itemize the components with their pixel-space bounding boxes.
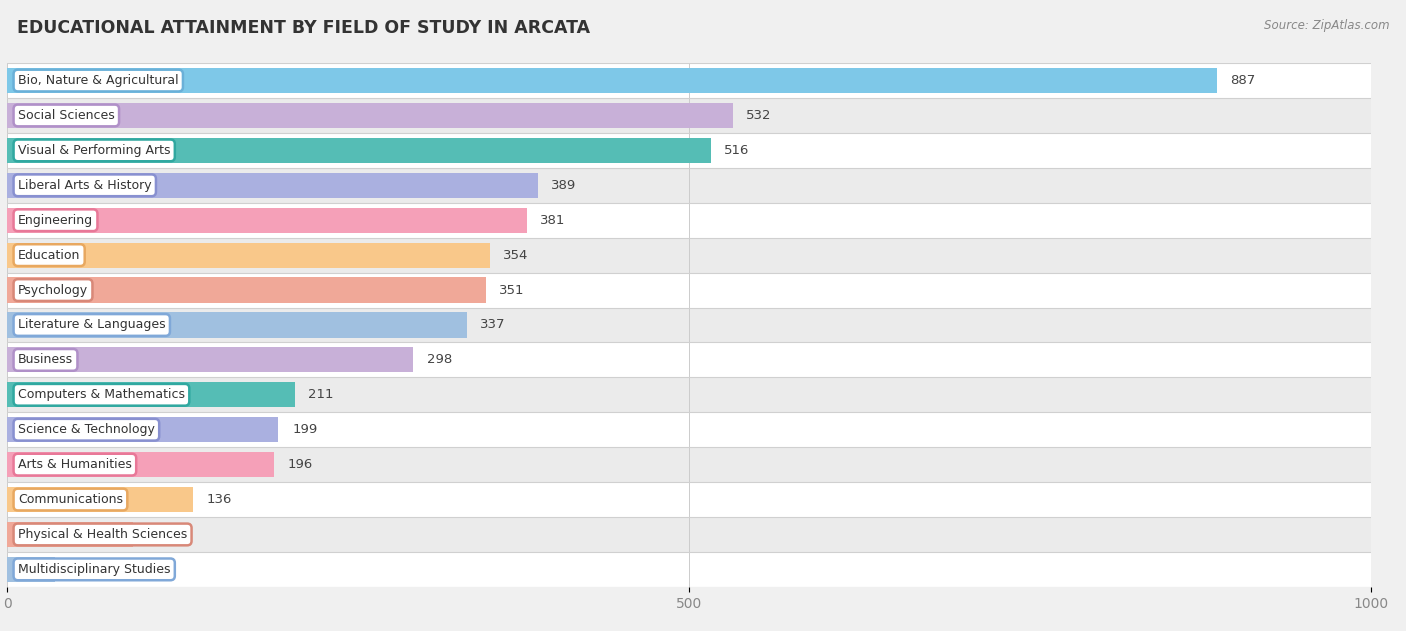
Text: Business: Business [18, 353, 73, 367]
FancyBboxPatch shape [7, 63, 1371, 98]
Text: 381: 381 [540, 214, 565, 227]
FancyBboxPatch shape [7, 133, 1371, 168]
Bar [7, 487, 193, 512]
FancyBboxPatch shape [7, 203, 1371, 238]
Bar [7, 278, 485, 303]
FancyBboxPatch shape [7, 273, 1371, 307]
Text: Computers & Mathematics: Computers & Mathematics [18, 388, 186, 401]
FancyBboxPatch shape [7, 552, 1371, 587]
Bar [7, 208, 527, 233]
Bar [7, 242, 489, 268]
Text: Communications: Communications [18, 493, 122, 506]
FancyBboxPatch shape [7, 412, 1371, 447]
FancyBboxPatch shape [7, 343, 1371, 377]
Text: Social Sciences: Social Sciences [18, 109, 115, 122]
Text: 516: 516 [724, 144, 749, 157]
Text: Source: ZipAtlas.com: Source: ZipAtlas.com [1264, 19, 1389, 32]
Text: EDUCATIONAL ATTAINMENT BY FIELD OF STUDY IN ARCATA: EDUCATIONAL ATTAINMENT BY FIELD OF STUDY… [17, 19, 591, 37]
Bar [7, 522, 132, 547]
Text: Psychology: Psychology [18, 283, 89, 297]
Text: Visual & Performing Arts: Visual & Performing Arts [18, 144, 170, 157]
Text: Arts & Humanities: Arts & Humanities [18, 458, 132, 471]
Text: Engineering: Engineering [18, 214, 93, 227]
Text: 136: 136 [207, 493, 232, 506]
FancyBboxPatch shape [7, 307, 1371, 343]
Text: 35: 35 [69, 563, 86, 576]
Bar [7, 68, 1216, 93]
Text: 532: 532 [747, 109, 772, 122]
Text: Physical & Health Sciences: Physical & Health Sciences [18, 528, 187, 541]
Text: 298: 298 [427, 353, 453, 367]
Text: 199: 199 [292, 423, 318, 436]
FancyBboxPatch shape [7, 168, 1371, 203]
Bar [7, 173, 537, 198]
Text: 92: 92 [146, 528, 163, 541]
Bar [7, 103, 733, 128]
Bar [7, 382, 295, 408]
Text: Liberal Arts & History: Liberal Arts & History [18, 179, 152, 192]
Text: Literature & Languages: Literature & Languages [18, 319, 166, 331]
Text: 354: 354 [503, 249, 529, 262]
Text: 389: 389 [551, 179, 576, 192]
FancyBboxPatch shape [7, 377, 1371, 412]
Text: 351: 351 [499, 283, 524, 297]
FancyBboxPatch shape [7, 517, 1371, 552]
Bar [7, 452, 274, 477]
FancyBboxPatch shape [7, 482, 1371, 517]
Bar [7, 347, 413, 372]
Text: 196: 196 [288, 458, 314, 471]
Text: 887: 887 [1230, 74, 1256, 87]
Text: Science & Technology: Science & Technology [18, 423, 155, 436]
Text: Bio, Nature & Agricultural: Bio, Nature & Agricultural [18, 74, 179, 87]
Text: 337: 337 [481, 319, 506, 331]
FancyBboxPatch shape [7, 447, 1371, 482]
Bar [7, 312, 467, 338]
Bar [7, 138, 711, 163]
Text: Multidisciplinary Studies: Multidisciplinary Studies [18, 563, 170, 576]
Text: Education: Education [18, 249, 80, 262]
FancyBboxPatch shape [7, 238, 1371, 273]
Text: 211: 211 [308, 388, 335, 401]
Bar [7, 557, 55, 582]
FancyBboxPatch shape [7, 98, 1371, 133]
Bar [7, 417, 278, 442]
